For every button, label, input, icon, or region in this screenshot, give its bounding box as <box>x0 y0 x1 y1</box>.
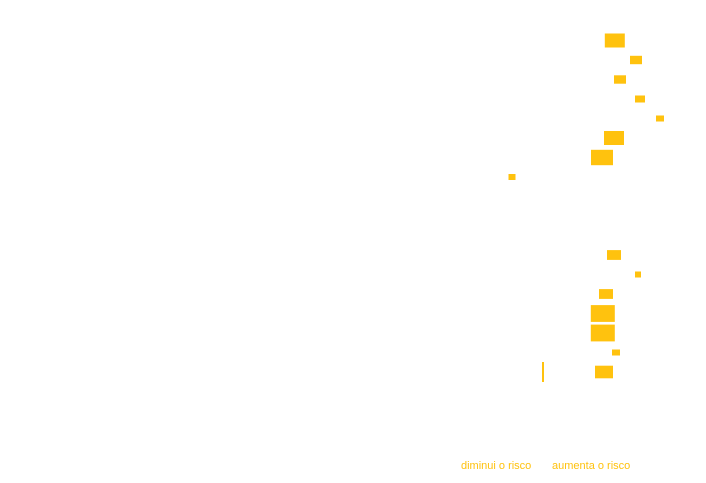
increases-risk-label: aumenta o risco <box>552 460 631 472</box>
data-point-marker <box>508 174 516 180</box>
reference-line <box>542 362 544 382</box>
data-point-marker <box>590 324 615 342</box>
data-point-marker <box>635 271 641 278</box>
data-point-marker <box>630 55 642 65</box>
data-point-marker <box>656 115 664 122</box>
data-point-marker <box>614 75 626 84</box>
data-point-marker <box>612 349 620 356</box>
decreases-risk-label: diminui o risco <box>461 460 532 472</box>
data-point-marker <box>591 149 613 166</box>
data-point-marker <box>604 131 624 145</box>
data-point-marker <box>607 250 621 260</box>
data-point-marker <box>595 365 613 379</box>
data-point-marker <box>604 33 625 48</box>
data-point-marker <box>599 289 613 299</box>
data-point-marker <box>590 305 615 322</box>
data-point-marker <box>635 95 645 103</box>
